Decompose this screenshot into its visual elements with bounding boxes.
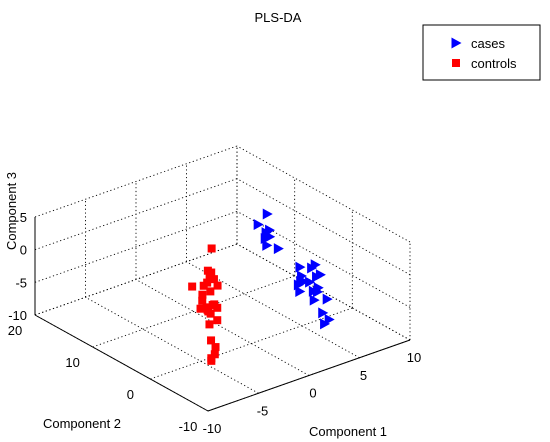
grid-line-back-z <box>34 145 238 218</box>
case-point <box>313 286 324 298</box>
control-point <box>207 244 216 253</box>
control-point <box>198 296 207 305</box>
case-point <box>310 259 321 271</box>
data-points <box>188 208 335 365</box>
case-point <box>309 294 320 306</box>
control-point <box>199 281 208 290</box>
grid-line-floor-x <box>135 279 310 376</box>
grid-lines <box>34 145 411 412</box>
control-point <box>207 336 216 345</box>
y-tick-label: -10 <box>179 419 198 434</box>
grid-line-side-z <box>236 243 411 341</box>
grid-line-floor-x <box>186 261 360 359</box>
case-point <box>253 219 264 231</box>
case-point <box>322 293 333 305</box>
x-tick-label: 0 <box>309 386 316 401</box>
chart-title: PLS-DA <box>255 10 302 25</box>
legend-box <box>422 24 541 81</box>
control-point <box>206 287 215 296</box>
y-axis-label: Component 2 <box>43 416 121 431</box>
grid-line-side-z <box>236 145 411 243</box>
case-point <box>296 275 307 287</box>
x-tick-label: -5 <box>257 403 269 418</box>
legend-marker-cases <box>451 37 462 49</box>
legend-markers <box>451 37 462 67</box>
legend: cases controls <box>422 24 541 81</box>
case-point <box>265 231 276 243</box>
grid-line-floor-y <box>92 275 295 348</box>
control-point <box>205 273 214 282</box>
control-point <box>203 266 212 275</box>
control-point <box>213 281 222 290</box>
case-point <box>324 314 335 326</box>
z-axis-label: Component 3 <box>4 172 19 250</box>
grid-line-side-z <box>236 210 411 308</box>
y-tick-label: 10 <box>65 355 79 370</box>
case-point <box>318 307 329 319</box>
grid-line-floor-y <box>150 307 353 380</box>
case-point <box>295 285 306 297</box>
control-point <box>188 282 197 291</box>
control-point <box>213 316 222 325</box>
case-point <box>315 269 326 281</box>
case-point <box>273 243 284 255</box>
x-tick-label: -10 <box>203 421 222 436</box>
legend-marker-controls <box>452 59 460 67</box>
legend-label-controls: controls <box>471 56 517 71</box>
grid-line-back-z <box>34 210 238 283</box>
legend-label-cases: cases <box>471 36 505 51</box>
z-tick-label: 0 <box>20 243 27 258</box>
control-point <box>211 343 220 352</box>
grid-line-floor-x <box>85 296 259 394</box>
x-tick-label: 5 <box>360 368 367 383</box>
z-tick-label: 5 <box>20 210 27 225</box>
y-tick-label: 0 <box>127 387 134 402</box>
case-point <box>305 276 316 288</box>
z-tick-label: -10 <box>8 308 27 323</box>
control-point <box>205 320 214 329</box>
x-tick-label: 10 <box>407 350 421 365</box>
y-axis-line <box>34 314 209 412</box>
control-point <box>198 290 207 299</box>
case-point <box>262 239 273 251</box>
z-tick-label: -5 <box>15 275 27 290</box>
grid-line-back-z <box>34 178 238 251</box>
x-axis-label: Component 1 <box>309 424 387 439</box>
control-point <box>209 275 218 284</box>
control-point <box>207 356 216 365</box>
grid-line-back-z <box>34 243 238 316</box>
control-point <box>208 300 217 309</box>
y-tick-label: 20 <box>8 323 22 338</box>
axis-lines <box>34 217 411 412</box>
control-point <box>196 304 205 313</box>
x-axis-line <box>207 339 411 412</box>
case-point <box>295 261 306 273</box>
grid-line-side-z <box>236 178 411 276</box>
control-point <box>206 309 215 318</box>
case-point <box>262 208 273 220</box>
